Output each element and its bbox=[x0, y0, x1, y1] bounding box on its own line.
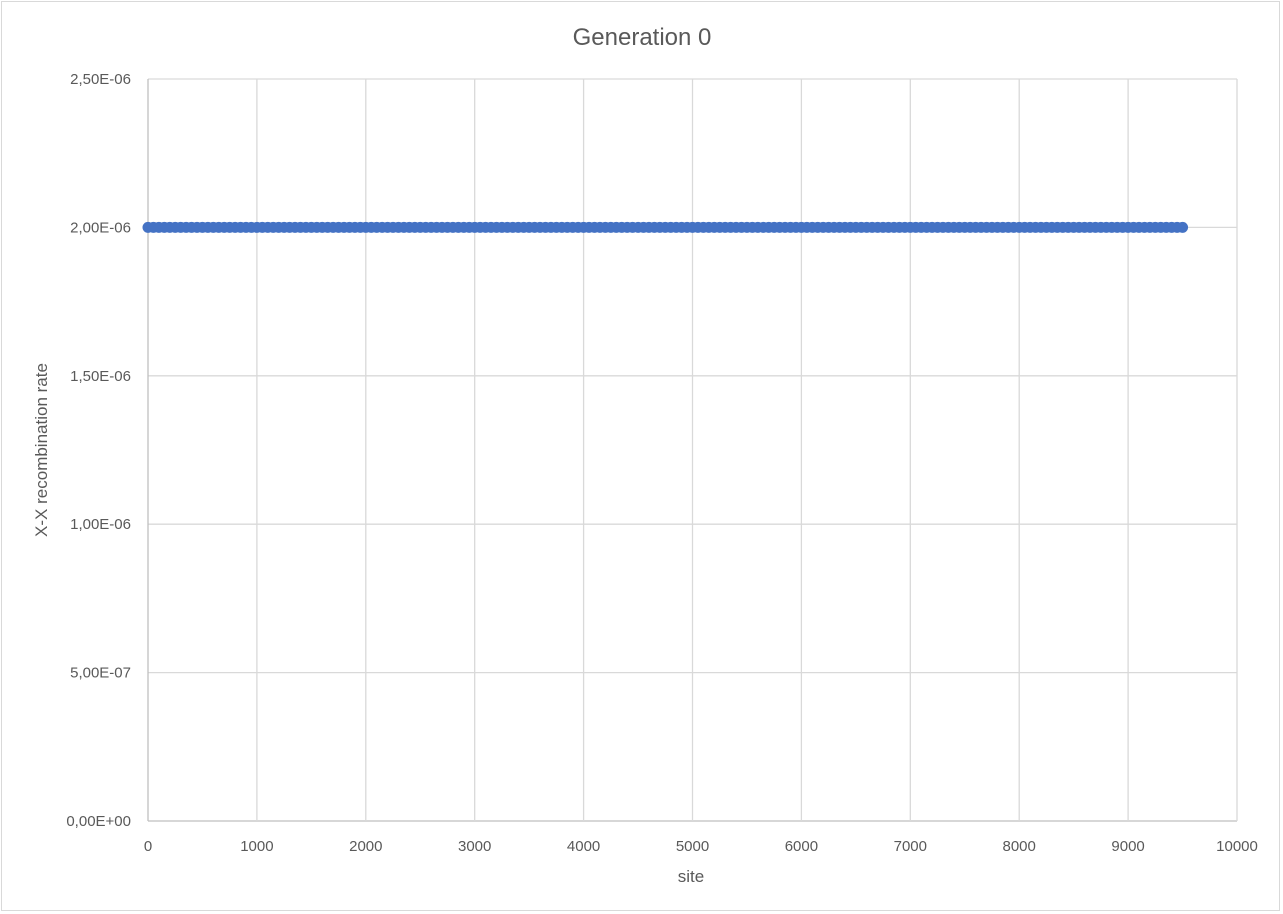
x-tick-label: 7000 bbox=[894, 838, 927, 855]
y-axis-ticks: 0,00E+00 5,00E-07 1,00E-06 1,50E-06 2,00E-06… bbox=[66, 71, 131, 830]
y-tick-label: 2,50E-06 bbox=[70, 71, 131, 88]
x-tick-label: 6000 bbox=[785, 838, 818, 855]
x-tick-label: 9000 bbox=[1111, 838, 1144, 855]
x-tick-label: 2000 bbox=[349, 838, 382, 855]
x-tick-label: 5000 bbox=[676, 838, 709, 855]
x-tick-label: 10000 bbox=[1216, 838, 1258, 855]
x-tick-label: 8000 bbox=[1003, 838, 1036, 855]
x-axis-title: site bbox=[678, 867, 704, 886]
x-tick-label: 3000 bbox=[458, 838, 491, 855]
data-point bbox=[1177, 221, 1189, 233]
x-tick-label: 1000 bbox=[240, 838, 273, 855]
y-tick-label: 2,00E-06 bbox=[70, 219, 131, 236]
chart-title: Generation 0 bbox=[573, 24, 712, 51]
y-tick-label: 1,50E-06 bbox=[70, 368, 131, 385]
y-axis-title: X-X recombination rate bbox=[32, 363, 51, 537]
x-axis-ticks: 0 1000 2000 3000 4000 5000 6000 7000 8000 9000 100… bbox=[144, 838, 1258, 855]
gridlines bbox=[147, 78, 1238, 822]
data-series bbox=[142, 221, 1189, 233]
y-tick-label: 0,00E+00 bbox=[66, 813, 131, 830]
x-tick-label: 0 bbox=[144, 838, 152, 855]
x-tick-label: 4000 bbox=[567, 838, 600, 855]
y-tick-label: 1,00E-06 bbox=[70, 516, 131, 533]
y-tick-label: 5,00E-07 bbox=[70, 665, 131, 682]
